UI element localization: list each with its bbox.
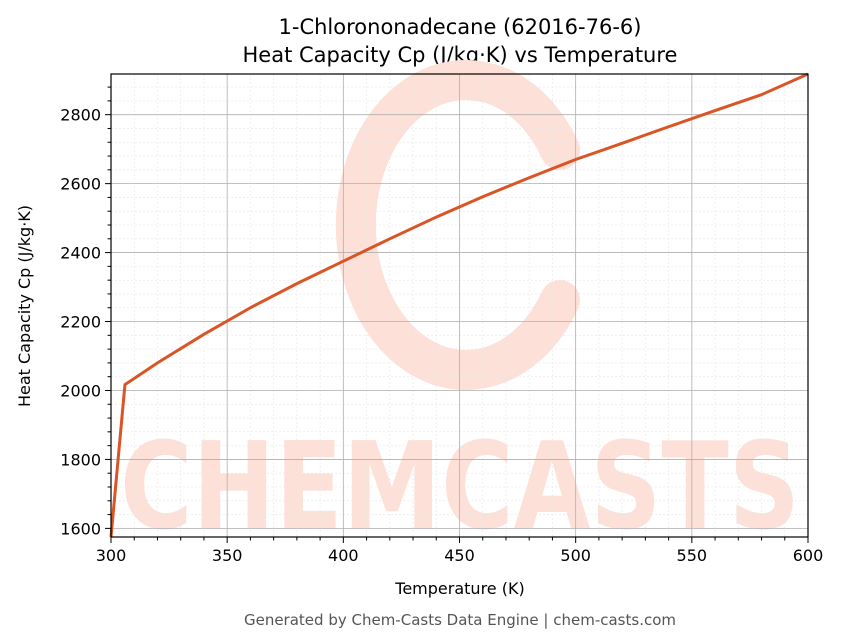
x-tick-label: 600	[793, 546, 824, 565]
y-tick-label: 2000	[60, 381, 101, 400]
y-tick-label: 2800	[60, 106, 101, 125]
y-tick-label: 1600	[60, 519, 101, 538]
series-layer	[109, 72, 809, 538]
x-tick-label: 500	[560, 546, 591, 565]
series-line	[109, 72, 809, 538]
x-axis-label: Temperature (K)	[394, 579, 524, 598]
y-axis-label: Heat Capacity Cp (J/kg·K)	[15, 205, 34, 407]
y-tick-label: 2200	[60, 313, 101, 332]
x-tick-label: 550	[677, 546, 708, 565]
x-tick-label: 300	[96, 546, 127, 565]
watermark-text: CHEMCASTS	[120, 418, 800, 557]
y-axis: 1600 1800 2000 2200 2400 2600 2800	[60, 86, 111, 538]
chart-title: 1-Chlorononadecane (62016-76-6)	[279, 15, 642, 39]
footer-credit: Generated by Chem-Casts Data Engine | ch…	[244, 611, 676, 629]
x-axis: 300 350 400 450 500 550 600	[96, 537, 824, 565]
x-tick-label: 400	[328, 546, 359, 565]
y-tick-label: 1800	[60, 450, 101, 469]
x-tick-label: 450	[444, 546, 475, 565]
y-tick-label: 2400	[60, 244, 101, 263]
x-tick-label: 350	[212, 546, 243, 565]
y-tick-label: 2600	[60, 175, 101, 194]
